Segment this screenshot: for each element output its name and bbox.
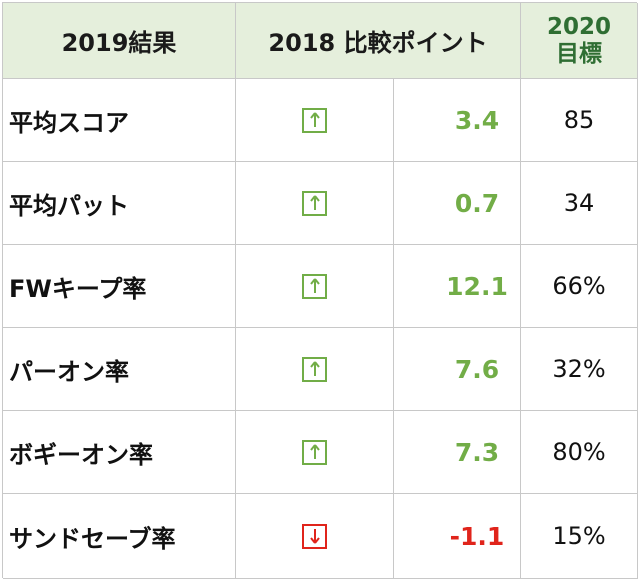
target-value: 80% (521, 411, 638, 494)
header-2018-comparison: 2018 比較ポイント (236, 3, 521, 79)
header-2019-results: 2019結果 (3, 3, 236, 79)
diff-value: 0.7 (394, 162, 521, 245)
arrow-up-icon (302, 439, 327, 465)
arrow-up-icon (302, 356, 327, 382)
arrow-up-icon (302, 107, 327, 133)
diff-value: 3.4 (394, 79, 521, 162)
diff-value: 7.6 (394, 328, 521, 411)
arrow-up-icon (302, 273, 327, 299)
target-value: 34 (521, 162, 638, 245)
trend-cell (236, 328, 394, 411)
header-goal-label: 目標 (556, 40, 602, 67)
trend-cell (236, 162, 394, 245)
arrow-up-icon (302, 190, 327, 216)
row-label: サンドセーブ率 (3, 494, 236, 579)
diff-value: 12.1 (394, 245, 521, 328)
trend-cell (236, 79, 394, 162)
row-label: 平均パット (3, 162, 236, 245)
trend-cell (236, 494, 394, 579)
target-value: 15% (521, 494, 638, 579)
header-2020-year: 2020 (546, 13, 611, 40)
target-value: 66% (521, 245, 638, 328)
trend-cell (236, 411, 394, 494)
row-label: FWキープ率 (3, 245, 236, 328)
diff-value: -1.1 (394, 494, 521, 579)
trend-cell (236, 245, 394, 328)
diff-value: 7.3 (394, 411, 521, 494)
target-value: 32% (521, 328, 638, 411)
row-label: パーオン率 (3, 328, 236, 411)
arrow-down-icon (302, 523, 327, 549)
row-label: ボギーオン率 (3, 411, 236, 494)
header-2020-goal: 2020 目標 (521, 3, 638, 79)
target-value: 85 (521, 79, 638, 162)
row-label: 平均スコア (3, 79, 236, 162)
